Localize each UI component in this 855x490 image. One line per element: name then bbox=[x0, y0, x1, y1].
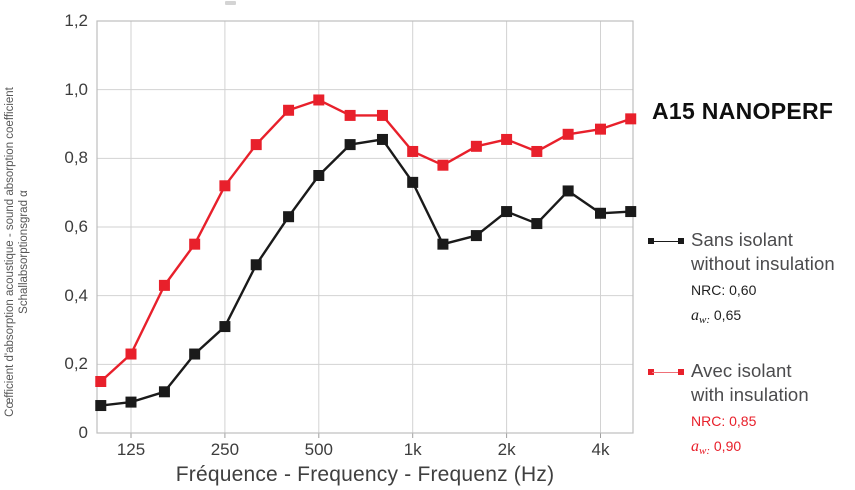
data-point-marker bbox=[407, 145, 419, 157]
series-line-0 bbox=[100, 138, 631, 407]
data-point-marker bbox=[437, 159, 449, 171]
data-point-marker bbox=[595, 207, 606, 219]
data-point-marker bbox=[313, 94, 325, 106]
square-marker-icon bbox=[648, 369, 654, 375]
data-point-marker bbox=[531, 145, 543, 157]
y-axis-title-line1: Cœfficient d'absorption acoustique - sou… bbox=[4, 87, 16, 417]
nrc-value: NRC: 0,85 bbox=[691, 413, 757, 429]
data-point-marker bbox=[376, 133, 388, 145]
data-point-marker bbox=[250, 259, 262, 271]
data-point-marker bbox=[283, 104, 295, 116]
data-point-marker bbox=[158, 386, 170, 398]
square-marker-icon bbox=[678, 369, 684, 375]
cropped-text-artifact bbox=[225, 1, 236, 5]
data-point-marker bbox=[95, 400, 107, 412]
data-point-marker bbox=[344, 109, 356, 121]
data-point-marker bbox=[313, 170, 325, 181]
data-point-marker bbox=[125, 396, 137, 408]
data-point-marker bbox=[562, 128, 574, 140]
y-tick-label: 0,4 bbox=[64, 285, 88, 305]
legend-label-fr: Avec isolant bbox=[691, 360, 792, 381]
x-tick-label: 2k bbox=[497, 440, 516, 459]
aw-value: aw: 0,90 bbox=[691, 438, 742, 457]
data-point-marker bbox=[470, 230, 482, 242]
data-point-marker bbox=[625, 113, 637, 125]
y-tick-label: 0,6 bbox=[64, 217, 88, 236]
y-tick-label: 1,2 bbox=[64, 11, 88, 30]
data-point-marker bbox=[501, 133, 513, 145]
data-point-marker bbox=[501, 206, 513, 218]
legend-entry-with-insulation: Avec isolant with insulation NRC: 0,85 a… bbox=[648, 359, 855, 457]
nrc-value: NRC: 0,60 bbox=[691, 282, 757, 298]
data-point-marker bbox=[219, 321, 231, 333]
series-marker-black-icon bbox=[648, 237, 684, 244]
line-marker-icon bbox=[652, 240, 680, 242]
data-point-marker bbox=[344, 139, 356, 151]
data-point-marker bbox=[531, 218, 543, 230]
data-point-marker bbox=[470, 140, 482, 152]
legend-label-fr: Sans isolant bbox=[691, 229, 793, 250]
y-axis-title: Cœfficient d'absorption acoustique - sou… bbox=[3, 32, 33, 472]
data-point-marker bbox=[437, 238, 449, 250]
y-tick-label: 0,8 bbox=[64, 148, 88, 168]
data-point-marker bbox=[376, 109, 388, 121]
data-point-marker bbox=[189, 238, 201, 250]
square-marker-icon bbox=[678, 238, 684, 244]
line-marker-icon bbox=[652, 371, 680, 373]
x-tick-label: 500 bbox=[304, 440, 333, 459]
data-point-marker bbox=[283, 211, 295, 223]
aw-value: aw: 0,65 bbox=[691, 307, 742, 326]
legend-label-en: without insulation bbox=[691, 252, 835, 274]
x-tick-label: 1k bbox=[403, 440, 422, 459]
x-tick-label: 4k bbox=[591, 440, 610, 459]
plot-frame bbox=[96, 20, 634, 434]
data-point-marker bbox=[595, 123, 606, 135]
product-title: A15 NANOPERF bbox=[652, 98, 834, 124]
x-axis-title: Fréquence - Frequency - Frequenz (Hz) bbox=[175, 463, 555, 486]
y-tick-label: 0,2 bbox=[64, 354, 88, 374]
data-point-marker bbox=[95, 376, 107, 387]
data-point-marker bbox=[250, 139, 262, 151]
y-tick-label: 0 bbox=[78, 423, 88, 442]
x-tick-label: 250 bbox=[210, 440, 240, 459]
data-point-marker bbox=[625, 206, 637, 218]
data-point-marker bbox=[158, 279, 170, 291]
y-axis-title-line2: Schallabsorptionsgrad α bbox=[18, 190, 30, 314]
legend-entry-without-insulation: Sans isolant without insulation NRC: 0,6… bbox=[648, 228, 855, 326]
data-point-marker bbox=[189, 348, 201, 360]
x-tick-label: 125 bbox=[116, 440, 146, 459]
square-marker-icon bbox=[648, 238, 654, 244]
series-marker-red-icon bbox=[648, 368, 684, 375]
data-point-marker bbox=[219, 180, 231, 192]
data-point-marker bbox=[407, 176, 419, 188]
legend-label-en: with insulation bbox=[691, 383, 809, 405]
data-point-marker bbox=[125, 348, 137, 360]
y-tick-label: 1,0 bbox=[64, 79, 88, 99]
data-point-marker bbox=[562, 185, 574, 197]
